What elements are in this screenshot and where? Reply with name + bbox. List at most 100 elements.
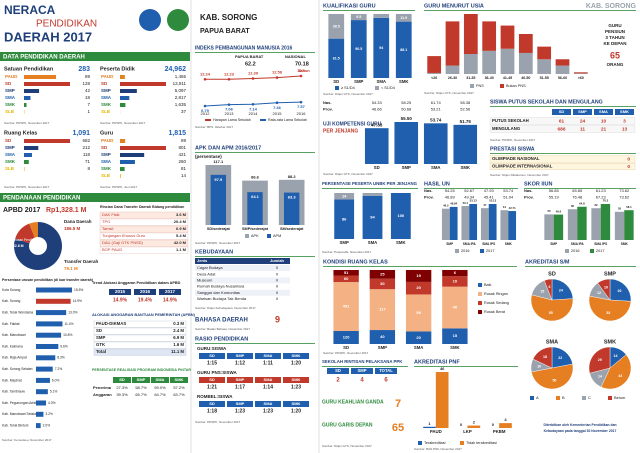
pie-slice [532,346,553,369]
cell: 1:14 [263,384,273,390]
cell-bg [151,377,169,383]
cell: 39.3% [116,392,128,397]
source: Sumber: PDSPK, November 2017 [4,185,50,189]
section-title: KONDISI RUANG KELAS [323,259,388,265]
title-rule [323,10,415,11]
row-name: PAUD [101,138,114,143]
legend-label: Baik [484,283,491,287]
legend-swatch [375,86,379,90]
value-label: 90.5 [355,47,362,51]
bar [488,204,497,240]
cell: GTK [96,342,106,347]
value-label: 12.23 [224,71,235,76]
bar [624,210,634,240]
apbd-total: Rp1,328.1 M [46,207,87,214]
legend-swatch [478,283,482,287]
row-name: SD [5,81,12,86]
region-value: 62.2 [245,61,256,67]
table-row [489,155,636,163]
bar [499,423,512,428]
cell: 61 [559,118,565,124]
value-label: 5.1% [50,390,58,394]
legend-label: ≥ S1/D4 [341,86,355,90]
pie-slice [530,294,574,322]
table-row [195,283,290,290]
legend-swatch [260,119,266,121]
block-total: 283 [78,66,90,73]
ref-value: 54.25 [445,188,456,193]
year: 2017 [165,289,176,294]
legend-swatch [530,396,534,400]
bar [445,21,460,66]
cell: 0 [276,290,279,295]
row-name: SD [101,81,108,86]
row-name: SMA [5,152,16,157]
cell: 11 [580,126,585,132]
slice-label: 26 [617,289,621,293]
subtitle: PER JENJANG [323,128,358,134]
row-name: SLB [101,173,111,178]
cell: 6 [384,378,388,384]
bar-label: Kab. Teluk Wondama [2,310,33,314]
bar [537,59,552,74]
bar [405,331,432,344]
cell: 20.4 M [174,219,187,224]
bar [373,14,390,18]
section-title: RASIO PENDIDIKAN [195,336,248,342]
slice-label: Transfer Daerah [64,259,99,264]
value-label: 88.2 [288,174,297,179]
legend-label: APK [251,234,259,238]
cell: 13 [622,126,628,132]
cell: 6.9 M [173,335,184,340]
footer: Kebudayaan pada tanggal 30 November 2017 [544,429,617,433]
column-header: SMP [137,377,146,382]
row-value: 8 [87,166,90,171]
ref-name: Nas. [524,188,532,193]
ref-value: 47.93 [484,188,495,193]
column-header: SMA [156,377,165,382]
legend-swatch [590,249,594,253]
bar-label: Kota Sorong [2,288,20,292]
value-label: 59 [416,310,421,315]
value-label: 19 [416,273,421,278]
ref-value: 54.33 [372,100,383,105]
bar [120,160,135,164]
column-header: SD [209,353,215,358]
cell-bg [327,368,349,374]
category-label: 46-50 [521,76,530,80]
value-label: 58.1 [626,205,632,209]
cell: 57.2% [173,385,185,390]
cell: 1:20 [291,360,301,366]
bar [334,193,355,200]
column-header: SD [209,377,215,382]
title-rule [414,366,518,367]
bar [453,124,478,164]
legend-swatch [455,249,459,253]
source: Sumber: Ditjen Dikdasmen, November 2017 [490,173,549,177]
row-value: 81 [181,166,187,171]
bar-label: Kab. Raja Ampat [2,356,27,360]
column-header: SMP [236,401,245,406]
footer: Diterbitkan oleh Kementerian Pendidikan … [543,423,616,427]
source: Sumber: Ditjen GTK, November 2017 [424,91,474,95]
value-label: 6.0% [52,378,60,382]
slice-label: 15 [540,289,544,293]
source: Sumber: Kemenkeu, November 2017 [2,438,52,442]
bar [333,275,359,283]
cell: 1.6 M [173,342,184,347]
bar [405,281,432,295]
cell-bg [283,353,309,359]
region-name: NASIONAL [285,54,306,59]
value-label: 25 [380,271,385,276]
legend-label: 2016 [571,249,579,253]
ref-value: 53.74 [503,188,514,193]
bar [461,206,470,240]
block-total: 24,962 [165,66,187,73]
source: Sumber: Puspendik, November 2017 [322,250,372,254]
category-label: 26-30 [448,76,457,80]
section-title: BAHASA DAERAH [195,318,248,324]
row-value: 118 [83,152,91,157]
bar [553,214,564,240]
value-label: 38.5 [333,24,340,28]
row-name: MENGULANG [492,126,521,131]
